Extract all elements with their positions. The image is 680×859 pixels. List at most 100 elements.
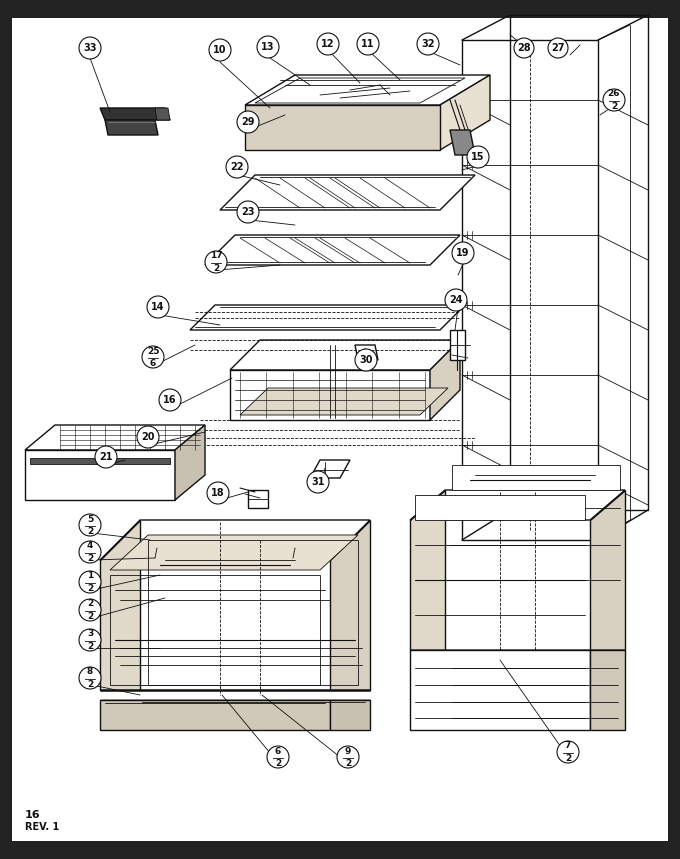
Text: 17: 17 <box>209 252 222 260</box>
Circle shape <box>95 446 117 468</box>
Circle shape <box>257 36 279 58</box>
Text: REV. 1: REV. 1 <box>25 822 59 832</box>
Polygon shape <box>240 388 448 415</box>
Text: 27: 27 <box>551 43 565 53</box>
Polygon shape <box>410 650 590 730</box>
Circle shape <box>355 349 377 371</box>
Text: 1: 1 <box>87 571 93 581</box>
Circle shape <box>267 746 289 768</box>
Polygon shape <box>205 235 460 265</box>
Circle shape <box>317 33 339 55</box>
Circle shape <box>445 289 467 311</box>
Text: 33: 33 <box>83 43 97 53</box>
Circle shape <box>79 571 101 593</box>
Polygon shape <box>0 0 680 18</box>
Text: 21: 21 <box>99 452 113 462</box>
Circle shape <box>417 33 439 55</box>
Polygon shape <box>100 700 330 730</box>
Text: 2: 2 <box>87 554 93 563</box>
Polygon shape <box>190 305 465 330</box>
Polygon shape <box>450 330 465 360</box>
Text: 2: 2 <box>611 102 617 111</box>
Text: 2: 2 <box>345 759 351 768</box>
Circle shape <box>159 389 181 411</box>
Text: 2: 2 <box>87 680 93 689</box>
Text: 9: 9 <box>345 746 351 756</box>
Text: 12: 12 <box>321 39 335 49</box>
Circle shape <box>548 38 568 58</box>
Polygon shape <box>25 450 175 500</box>
Polygon shape <box>0 0 12 859</box>
Circle shape <box>226 156 248 178</box>
Text: 20: 20 <box>141 432 155 442</box>
Text: 25: 25 <box>147 346 159 356</box>
Circle shape <box>79 541 101 563</box>
Text: 23: 23 <box>241 207 255 217</box>
Text: 29: 29 <box>241 117 255 127</box>
Circle shape <box>79 514 101 536</box>
Circle shape <box>79 37 101 59</box>
Text: 2: 2 <box>87 642 93 651</box>
Circle shape <box>603 89 625 111</box>
Circle shape <box>207 482 229 504</box>
Polygon shape <box>100 520 370 560</box>
Text: 5: 5 <box>87 515 93 523</box>
Polygon shape <box>590 490 625 650</box>
Polygon shape <box>248 490 268 508</box>
Text: 4: 4 <box>87 541 93 551</box>
Polygon shape <box>245 105 440 150</box>
Polygon shape <box>355 345 378 360</box>
Polygon shape <box>245 75 490 105</box>
Circle shape <box>467 146 489 168</box>
Text: 26: 26 <box>608 89 620 99</box>
Text: 2: 2 <box>87 584 93 593</box>
Text: 2: 2 <box>87 527 93 536</box>
Polygon shape <box>452 465 620 490</box>
Polygon shape <box>100 108 170 120</box>
Polygon shape <box>25 425 205 450</box>
Circle shape <box>514 38 534 58</box>
Text: 19: 19 <box>456 248 470 258</box>
Text: 30: 30 <box>359 355 373 365</box>
Polygon shape <box>410 490 445 650</box>
Circle shape <box>237 111 259 133</box>
Circle shape <box>205 251 227 273</box>
Text: 6: 6 <box>150 359 156 368</box>
Text: 11: 11 <box>361 39 375 49</box>
Polygon shape <box>310 460 350 478</box>
Polygon shape <box>105 120 158 135</box>
Polygon shape <box>450 130 475 155</box>
Text: 18: 18 <box>211 488 225 498</box>
Text: 22: 22 <box>231 162 243 172</box>
Polygon shape <box>230 370 430 420</box>
Circle shape <box>142 346 164 368</box>
Polygon shape <box>440 75 490 150</box>
Text: 2: 2 <box>275 759 281 768</box>
Text: 6: 6 <box>275 746 281 756</box>
Circle shape <box>209 39 231 61</box>
Circle shape <box>79 629 101 651</box>
Polygon shape <box>100 520 140 690</box>
Text: 16: 16 <box>25 810 41 820</box>
Text: 31: 31 <box>311 477 325 487</box>
Text: 24: 24 <box>449 295 463 305</box>
Text: 3: 3 <box>87 630 93 638</box>
Polygon shape <box>668 0 680 859</box>
Circle shape <box>357 33 379 55</box>
Circle shape <box>307 471 329 493</box>
Polygon shape <box>110 535 358 570</box>
Text: 13: 13 <box>261 42 275 52</box>
Text: 2: 2 <box>565 754 571 763</box>
Circle shape <box>79 599 101 621</box>
Polygon shape <box>330 520 370 690</box>
Circle shape <box>147 296 169 318</box>
Text: 16: 16 <box>163 395 177 405</box>
Text: 32: 32 <box>421 39 435 49</box>
Text: 2: 2 <box>87 612 93 621</box>
Polygon shape <box>330 700 370 730</box>
Polygon shape <box>220 175 475 210</box>
Polygon shape <box>155 108 170 120</box>
Text: 2: 2 <box>87 600 93 608</box>
Polygon shape <box>410 490 625 520</box>
Circle shape <box>79 667 101 689</box>
